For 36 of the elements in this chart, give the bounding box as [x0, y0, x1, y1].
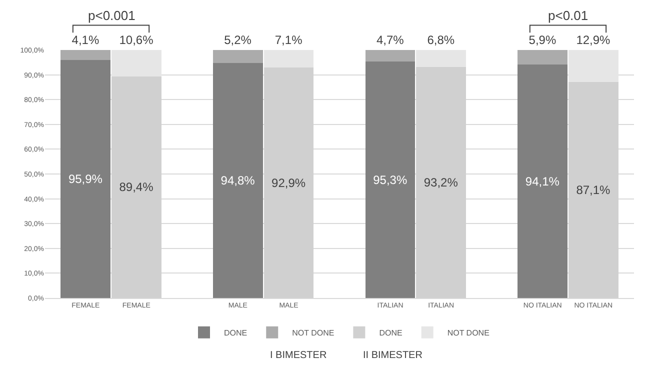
data-label: 4,1% — [72, 33, 100, 47]
data-label: 92,9% — [272, 176, 306, 190]
data-label: 4,7% — [376, 33, 404, 47]
bar — [213, 62, 263, 298]
bar — [213, 50, 263, 63]
bar — [365, 50, 416, 62]
data-label: 7,1% — [274, 33, 303, 47]
text: II BIMESTER — [363, 350, 422, 361]
bar — [518, 50, 568, 65]
data-label: 95,9% — [68, 172, 103, 186]
bar — [518, 64, 568, 298]
bar — [568, 50, 618, 82]
text: p<0.01 — [548, 8, 588, 23]
legend-label: DONE — [224, 328, 248, 338]
bar — [60, 60, 110, 298]
data-label: 87,1% — [576, 182, 611, 197]
data-label: 10,6% — [119, 33, 154, 47]
text: I BIMESTER — [270, 350, 327, 361]
data-label: 93,2% — [424, 175, 458, 190]
data-label: 6,8% — [427, 33, 455, 47]
bar — [264, 50, 314, 68]
data-label: 5,9% — [528, 33, 556, 47]
legend-label: NOT DONE — [447, 328, 490, 338]
data-label: 95,3% — [373, 172, 408, 187]
data-label: 12,9% — [576, 33, 611, 47]
legend-label: DONE — [379, 328, 402, 338]
bar — [60, 50, 110, 60]
data-label: 94,1% — [525, 174, 560, 188]
legend-label: NOT DONE — [292, 328, 334, 338]
bar — [416, 50, 466, 67]
text: p<0.001 — [88, 8, 136, 23]
bar — [112, 50, 162, 76]
bar — [365, 62, 416, 298]
data-label: 5,2% — [224, 33, 252, 47]
data-label: 94,8% — [220, 173, 256, 188]
data-label: 89,4% — [119, 180, 154, 194]
